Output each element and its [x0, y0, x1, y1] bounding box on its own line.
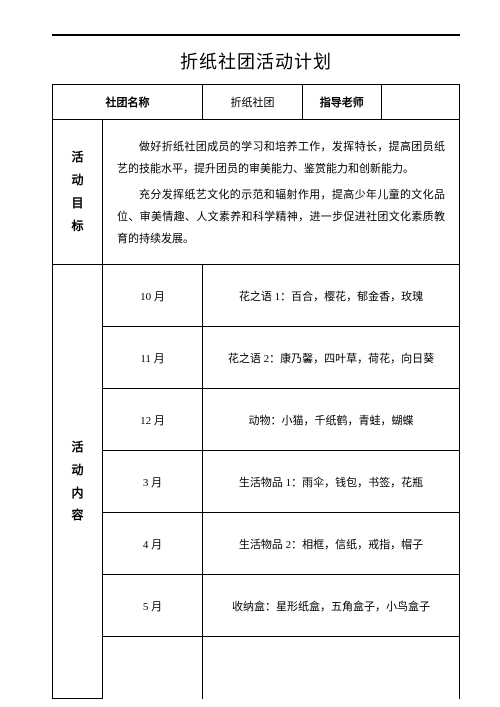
- sched-row-3: 3 月 生活物品 1：雨伞，钱包，书签，花瓶: [53, 451, 460, 513]
- page-title: 折纸社团活动计划: [52, 48, 460, 74]
- goal-row: 活 动 目 标 做好折纸社团成员的学习和培养工作，发挥特长，提高团员纸艺的技能水…: [53, 120, 460, 265]
- sched-desc-empty: [203, 637, 460, 699]
- content-label: 活 动 内 容: [53, 265, 103, 699]
- sched-row-2: 12 月 动物：小猫，千纸鹤，青蛙，蝴蝶: [53, 389, 460, 451]
- sched-row-6: [53, 637, 460, 699]
- header-row: 社团名称 折纸社团 指导老师: [53, 85, 460, 120]
- sched-month: 3 月: [103, 451, 203, 513]
- sched-row-4: 4 月 生活物品 2：相框，信纸，戒指，帽子: [53, 513, 460, 575]
- goal-label: 活 动 目 标: [53, 120, 103, 265]
- document-page: 折纸社团活动计划 社团名称 折纸社团 指导老师 活 动: [52, 48, 460, 699]
- sched-row-0: 活 动 内 容 10 月 花之语 1：百合，樱花，郁金香，玫瑰: [53, 265, 460, 327]
- sched-month-empty: [103, 637, 203, 699]
- club-name-value: 折纸社团: [203, 85, 303, 120]
- goal-p1: 做好折纸社团成员的学习和培养工作，发挥特长，提高团员纸艺的技能水平，提升团员的审…: [117, 136, 445, 180]
- teacher-label: 指导老师: [303, 85, 381, 119]
- sched-row-5: 5 月 收纳盒：星形纸盒，五角盒子，小鸟盒子: [53, 575, 460, 637]
- sched-month: 10 月: [103, 265, 203, 327]
- top-rule: [52, 34, 460, 36]
- teacher-cell: 指导老师: [303, 85, 460, 120]
- sched-month: 12 月: [103, 389, 203, 451]
- teacher-value: [381, 85, 459, 119]
- goal-text: 做好折纸社团成员的学习和培养工作，发挥特长，提高团员纸艺的技能水平，提升团员的审…: [103, 120, 460, 265]
- plan-table: 社团名称 折纸社团 指导老师 活 动 目 标 做好折纸社团成员的学习和培养工作，…: [52, 84, 460, 699]
- club-name-label: 社团名称: [53, 85, 203, 120]
- sched-desc: 收纳盒：星形纸盒，五角盒子，小鸟盒子: [203, 575, 460, 637]
- sched-desc: 生活物品 2：相框，信纸，戒指，帽子: [203, 513, 460, 575]
- sched-month: 4 月: [103, 513, 203, 575]
- sched-row-1: 11 月 花之语 2：康乃馨，四叶草，荷花，向日葵: [53, 327, 460, 389]
- sched-desc: 花之语 1：百合，樱花，郁金香，玫瑰: [203, 265, 460, 327]
- sched-desc: 花之语 2：康乃馨，四叶草，荷花，向日葵: [203, 327, 460, 389]
- goal-p2: 充分发挥纸艺文化的示范和辐射作用，提高少年儿童的文化品位、审美情趣、人文素养和科…: [117, 184, 445, 250]
- sched-desc: 生活物品 1：雨伞，钱包，书签，花瓶: [203, 451, 460, 513]
- sched-month: 11 月: [103, 327, 203, 389]
- sched-desc: 动物：小猫，千纸鹤，青蛙，蝴蝶: [203, 389, 460, 451]
- sched-month: 5 月: [103, 575, 203, 637]
